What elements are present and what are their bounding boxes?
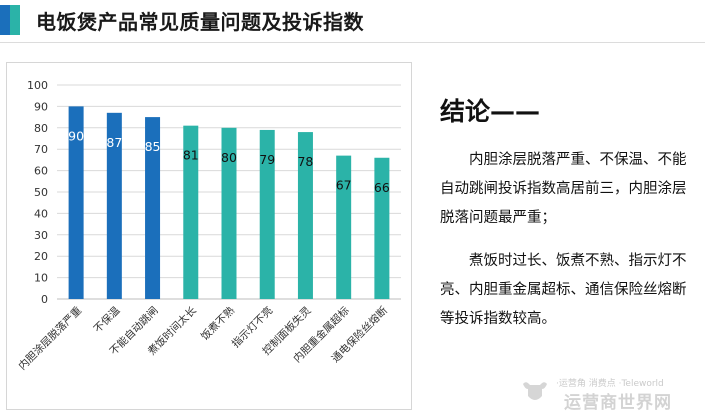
data-label: 85 [145,139,161,154]
bull-logo-icon [523,382,547,400]
data-label: 90 [68,128,84,143]
y-tick-label: 90 [34,100,48,113]
watermark-tagline: ·运营角 消费点 ·Teleworld [556,379,664,389]
chart-frame: 0 10 20 30 40 50 60 70 80 90 100 90 内胆涂层脱落严重 87 不保温 85 不… [6,62,412,410]
bar [183,125,199,299]
y-tick-label: 70 [34,143,48,156]
title-divider [0,42,705,43]
data-label: 67 [336,178,352,193]
conclusion-heading: 结论—— [440,97,541,126]
bar [336,155,352,299]
title-accent-teal [10,5,20,35]
bar [259,129,275,299]
y-tick-label: 80 [34,122,48,135]
y-tick-label: 100 [27,79,48,92]
y-tick-label: 40 [34,207,48,220]
x-tick-label: 不保温 [91,304,123,336]
bar [297,132,313,299]
x-tick-label: 内胆涂层脱落严重 [16,304,85,373]
data-label: 87 [106,135,122,150]
page-title: 电饭煲产品常见质量问题及投诉指数 [36,10,364,34]
watermark-brand: 运营商世界网 [564,393,672,413]
y-tick-label: 10 [34,272,48,285]
data-label: 81 [183,148,199,163]
data-label: 80 [221,150,237,165]
conclusion-paragraph-2: 煮饭时过长、饭煮不熟、指示灯不亮、内胆重金属超标、通信保险丝熔断等投诉指数较高。 [440,253,687,327]
title-bar: 电饭煲产品常见质量问题及投诉指数 [0,0,705,48]
bar [68,106,84,300]
y-tick-label: 60 [34,165,48,178]
conclusion-paragraph-1: 内胆涂层脱落严重、不保温、不能自动跳闸投诉指数高居前三，内胆涂层脱落问题最严重； [440,152,687,226]
y-tick-label: 20 [34,250,48,263]
y-tick-label: 0 [41,293,48,306]
data-label: 66 [374,180,390,195]
conclusion-panel: 结论—— 内胆涂层脱落严重、不保温、不能自动跳闸投诉指数高居前三，内胆涂层脱落问… [440,96,698,348]
data-label: 79 [259,152,275,167]
x-tick-label: 饭煮不熟 [198,304,237,343]
watermark: ·运营角 消费点 ·Teleworld 运营商世界网 [520,374,705,414]
bar [374,157,390,299]
y-tick-label: 50 [34,186,48,199]
title-accent-blue [0,5,10,35]
bar [145,117,161,299]
data-label: 78 [297,154,313,169]
bar [221,127,237,299]
bar-chart: 010203040506070809010090内胆涂层脱落严重87不保温85不… [16,79,401,373]
y-tick-label: 30 [34,229,48,242]
bar [106,112,122,299]
